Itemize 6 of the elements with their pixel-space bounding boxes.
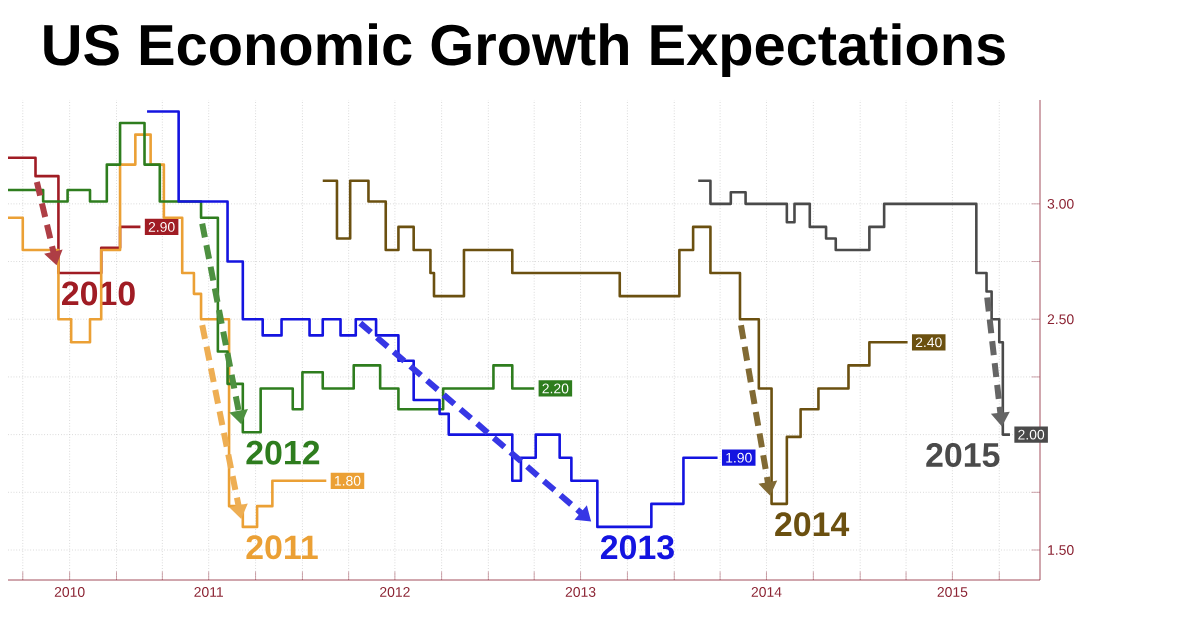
series-label: 2013 [600, 535, 674, 560]
chart-title: US Economic Growth Expectations [44, 23, 1005, 78]
legend-label: 2015 [926, 443, 1000, 468]
series-label: 2014 [775, 512, 850, 537]
series-label: 2011 [246, 535, 318, 560]
series-label: 2012 [246, 440, 320, 465]
